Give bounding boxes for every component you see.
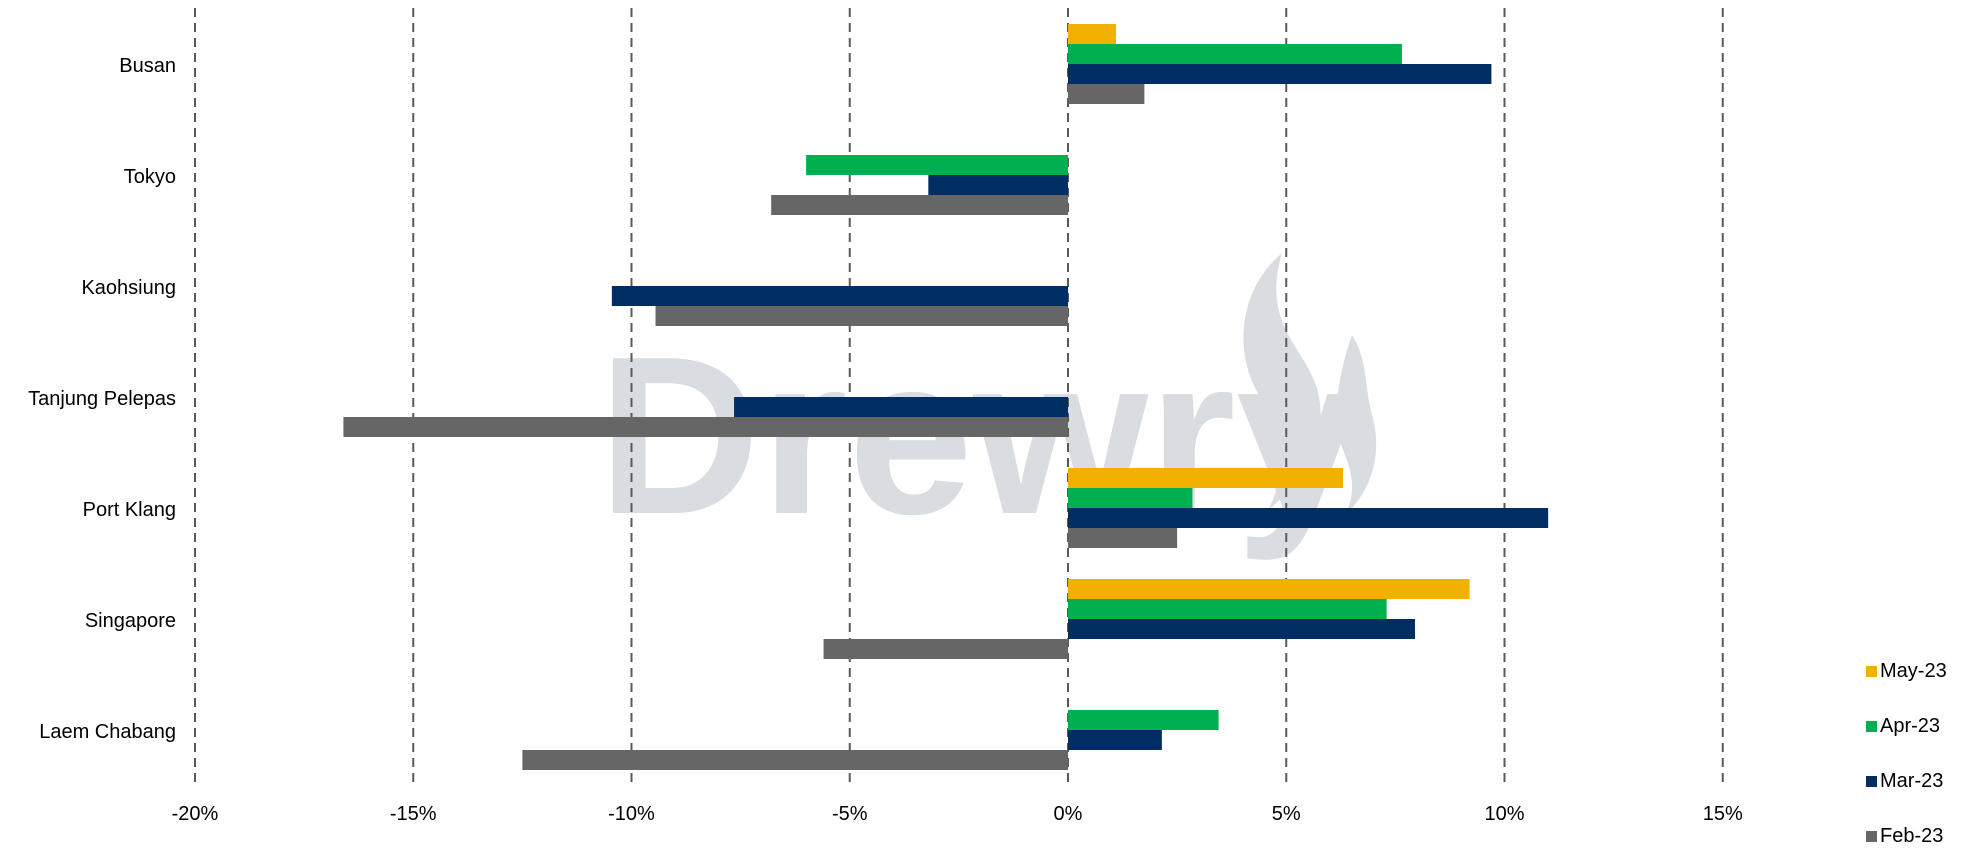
bar	[1068, 619, 1416, 639]
legend-label: Apr-23	[1880, 715, 1940, 737]
legend: May-23 Apr-23 Mar-23 Feb-23	[1866, 660, 1947, 847]
bar	[734, 397, 1068, 417]
x-tick-label: -10%	[608, 803, 655, 825]
bar	[1068, 44, 1402, 64]
drewry-flame-logo	[1243, 253, 1377, 520]
x-tick-label: -5%	[832, 803, 868, 825]
category-label: Laem Chabang	[39, 721, 176, 743]
legend-swatch	[1866, 721, 1877, 732]
bar	[1068, 730, 1162, 750]
category-label: Kaohsiung	[81, 277, 176, 299]
bar	[1068, 24, 1117, 44]
category-labels: Busan Tokyo Kaohsiung Tanjung Pelepas Port K…	[28, 55, 176, 743]
legend-label: Feb-23	[1880, 825, 1943, 847]
bar	[806, 155, 1068, 175]
bar	[823, 639, 1068, 659]
bar	[1068, 710, 1219, 730]
bar	[611, 286, 1068, 306]
bar	[343, 417, 1068, 437]
category-label: Port Klang	[83, 499, 176, 521]
bar	[1068, 488, 1193, 508]
bar	[1068, 579, 1470, 599]
x-tick-label: 0%	[1054, 803, 1083, 825]
bar	[771, 195, 1068, 215]
legend-swatch	[1866, 776, 1877, 787]
legend-swatch	[1866, 666, 1877, 677]
bar	[1068, 508, 1549, 528]
bar	[655, 306, 1068, 326]
x-tick-label: 10%	[1484, 803, 1524, 825]
x-tick-label: 15%	[1703, 803, 1743, 825]
category-label: Singapore	[85, 610, 176, 632]
x-tick-label: -20%	[172, 803, 219, 825]
bar	[1068, 84, 1145, 104]
x-tick-label: 5%	[1272, 803, 1301, 825]
category-label: Busan	[119, 55, 176, 77]
x-tick-labels: -20% -15% -10% -5% 0% 5% 10% 15%	[172, 803, 1743, 825]
bars	[343, 24, 1549, 770]
category-label: Tokyo	[124, 166, 176, 188]
category-label: Tanjung Pelepas	[28, 388, 176, 410]
x-tick-label: -15%	[390, 803, 437, 825]
bar	[1068, 599, 1387, 619]
bar	[928, 175, 1068, 195]
bar	[1068, 528, 1178, 548]
bar	[522, 750, 1068, 770]
legend-swatch	[1866, 831, 1877, 842]
legend-label: Mar-23	[1880, 770, 1943, 792]
legend-label: May-23	[1880, 660, 1947, 682]
bar	[1068, 468, 1343, 488]
bar	[1068, 64, 1492, 84]
